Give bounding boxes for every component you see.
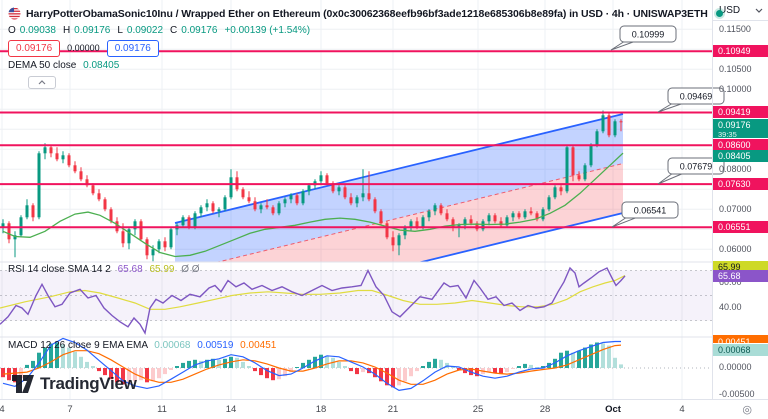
macd-legend-row[interactable]: MACD 12 26 close 9 EMA EMA 0.00068 0.005… bbox=[8, 340, 276, 351]
tradingview-watermark-text: TradingView bbox=[40, 374, 137, 393]
currency-label: USD bbox=[719, 4, 741, 16]
tradingview-watermark: TradingView bbox=[12, 374, 137, 394]
price-level-axis-label: 0.09419 bbox=[713, 106, 768, 118]
bar-countdown: 39:35 bbox=[718, 130, 737, 138]
callout-tail bbox=[657, 172, 685, 185]
macd-line-value: 0.00519 bbox=[197, 340, 234, 351]
dema-axis-label: 0.08405 bbox=[713, 150, 768, 162]
us-flag-icon bbox=[8, 7, 21, 20]
time-axis-tick: 4 bbox=[0, 404, 5, 415]
main-price-pane[interactable] bbox=[1, 110, 624, 323]
price-axis-tick: 0.07000 bbox=[719, 204, 752, 214]
rsi-axis-tick: 60.00 bbox=[719, 277, 742, 287]
price-axis-tick: 0.10500 bbox=[719, 64, 752, 74]
time-axis-tick: Oct bbox=[605, 404, 621, 415]
low-label: L bbox=[117, 24, 123, 36]
buy-button[interactable]: 0.09176 bbox=[106, 39, 159, 57]
macd-axis-tick: 0.00000 bbox=[719, 362, 752, 372]
symbol-title[interactable]: HarryPotterObamaSonic10Inu / Wrapped Eth… bbox=[26, 7, 708, 20]
dema-line[interactable] bbox=[2, 152, 624, 258]
rsi-extra-values: Ø Ø bbox=[181, 264, 200, 275]
open-label: O bbox=[8, 24, 16, 36]
rsi-line[interactable] bbox=[0, 266, 626, 335]
macd-pane[interactable] bbox=[0, 337, 712, 392]
macd-signal-line[interactable] bbox=[2, 344, 622, 385]
svg-text:0.06541: 0.06541 bbox=[634, 206, 667, 216]
rsi-legend-row[interactable]: RSI 14 close SMA 14 2 65.68 65.99 Ø Ø bbox=[8, 264, 200, 275]
channel-upper-fill bbox=[175, 114, 623, 262]
open-value: 0.09038 bbox=[19, 24, 56, 36]
price-axis-tick: 0.11500 bbox=[719, 24, 751, 34]
macd-axis-tick: -0.00500 bbox=[719, 389, 755, 399]
price-level-axis-label: 0.07630 bbox=[713, 178, 768, 190]
time-axis-tick: 7 bbox=[67, 404, 73, 415]
high-value: 0.09176 bbox=[74, 24, 111, 36]
time-axis-tick: 4 bbox=[679, 404, 685, 415]
time-axis-tick: 18 bbox=[315, 404, 327, 415]
trade-buttons-row: 0.09176 0.00000 0.09176 bbox=[8, 39, 723, 57]
macd-axis-value-label: 0.00068 bbox=[713, 344, 768, 356]
price-axis-tick: 0.10000 bbox=[719, 84, 752, 94]
svg-text:0.09469: 0.09469 bbox=[680, 92, 713, 102]
price-level-axis-label: 0.06551 bbox=[713, 221, 768, 233]
close-value: 0.09176 bbox=[181, 24, 218, 36]
macd-line[interactable] bbox=[2, 337, 621, 392]
time-axis-tick: 25 bbox=[472, 404, 484, 415]
rsi-pane[interactable] bbox=[0, 266, 712, 335]
last-price-axis-label: 0.09176 39:35 bbox=[713, 119, 768, 138]
macd-legend-name: MACD 12 26 close 9 EMA EMA bbox=[8, 340, 148, 351]
price-callout-label[interactable] bbox=[667, 157, 725, 175]
svg-text:0.07679: 0.07679 bbox=[680, 162, 713, 172]
dema-legend-value: 0.08405 bbox=[83, 60, 120, 71]
time-axis-tick: 21 bbox=[387, 404, 399, 415]
rsi-value: 65.68 bbox=[117, 264, 143, 275]
sell-button[interactable]: 0.09176 bbox=[8, 39, 61, 57]
svg-text:0.10999: 0.10999 bbox=[632, 30, 665, 40]
currency-dropdown[interactable]: USD bbox=[713, 0, 768, 21]
price-axis-tick: 0.08000 bbox=[719, 164, 752, 174]
rsi-axis-value-label: 65.68 bbox=[713, 270, 768, 282]
gear-icon[interactable]: ◎ bbox=[742, 404, 752, 416]
chevron-down-icon bbox=[755, 8, 763, 13]
chevron-up-icon bbox=[38, 80, 46, 85]
rsi-band-fill bbox=[0, 270, 712, 321]
low-value: 0.09022 bbox=[126, 24, 164, 36]
price-level-axis-label: 0.08600 bbox=[713, 139, 768, 151]
channel-upper-line[interactable] bbox=[174, 113, 624, 224]
macd-axis-value-label: 0.00451 bbox=[713, 335, 768, 343]
market-status-dot[interactable] bbox=[715, 10, 723, 17]
time-axis-tick: 11 bbox=[157, 404, 167, 415]
legend-collapse-button[interactable] bbox=[28, 76, 56, 89]
macd-hist-value: 0.00068 bbox=[154, 340, 191, 351]
rsi-sma-value: 65.99 bbox=[149, 264, 175, 275]
high-label: H bbox=[62, 24, 71, 36]
ohlc-row: O 0.09038 H 0.09176 L 0.09022 C 0.09176 +0.0… bbox=[8, 23, 723, 37]
tradingview-logo-icon bbox=[12, 375, 34, 393]
macd-signal-value: 0.00451 bbox=[240, 340, 277, 351]
symbol-title-row[interactable]: HarryPotterObamaSonic10Inu / Wrapped Eth… bbox=[8, 6, 723, 21]
dema-legend-row[interactable]: DEMA 50 close 0.08405 bbox=[8, 60, 723, 73]
chart-legend: HarryPotterObamaSonic10Inu / Wrapped Eth… bbox=[8, 6, 723, 89]
rsi-axis-tick: 40.00 bbox=[719, 302, 742, 312]
price-axis-tick: 0.06000 bbox=[719, 244, 752, 254]
rsi-legend-name: RSI 14 close SMA 14 2 bbox=[8, 264, 111, 275]
time-axis-tick: 14 bbox=[225, 404, 237, 415]
price-callout-label[interactable] bbox=[667, 87, 725, 105]
channel-lower-line[interactable] bbox=[175, 212, 624, 322]
spread-value: 0.00000 bbox=[67, 43, 100, 53]
price-axis[interactable]: USD 0.11500 0.10500 0.10000 0.08000 0.07000 0… bbox=[712, 0, 768, 399]
time-axis-tick: 28 bbox=[539, 404, 551, 415]
change-value: +0.00139 (+1.54%) bbox=[224, 24, 311, 36]
close-label: C bbox=[170, 24, 178, 36]
price-level-axis-label: 0.10949 bbox=[713, 45, 768, 57]
time-axis[interactable]: 4 7 11 14 18 21 25 28 Oct 4 ◎ bbox=[0, 399, 768, 419]
price-callout-label[interactable] bbox=[621, 201, 679, 219]
price-callout-label[interactable] bbox=[619, 25, 677, 43]
dema-legend-name: DEMA 50 close bbox=[8, 60, 77, 71]
price-callouts[interactable]: 0.10999 0.09469 0.07679 0.06541 bbox=[610, 25, 725, 228]
